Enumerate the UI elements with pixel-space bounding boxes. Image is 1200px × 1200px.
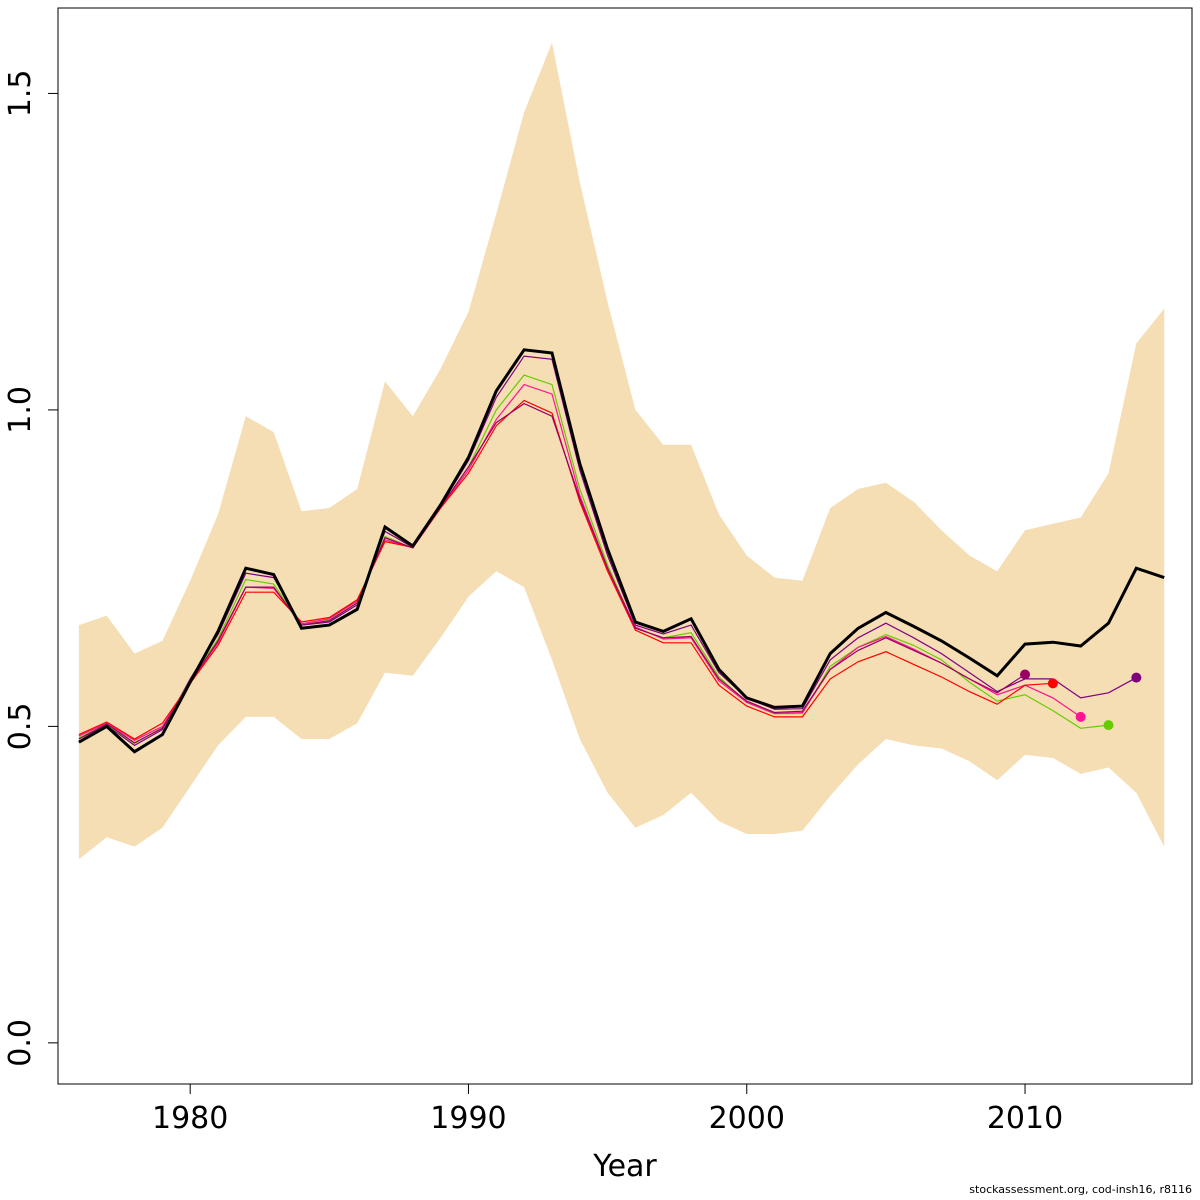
retro-series-endpoint-2 (1103, 720, 1114, 731)
x-tick-label: 2010 (987, 1101, 1063, 1136)
retro-series-line-2 (78, 374, 1109, 745)
y-tick-label: 1.0 (3, 386, 38, 434)
x-tick-label: 2000 (709, 1101, 785, 1136)
y-tick-label: 0.0 (3, 1019, 38, 1067)
retro-series-layer (78, 355, 1137, 747)
y-axis: 0.0 0.5 1.0 1.5 (3, 70, 58, 1067)
footer-credit: stockassessment.org, cod-insh16, r8116 (969, 1183, 1192, 1196)
main-series-layer (78, 348, 1165, 754)
y-tick-label: 0.5 (3, 703, 38, 751)
x-tick-label: 1990 (430, 1101, 506, 1136)
main-series-line (78, 348, 1165, 754)
confidence-band-layer (78, 42, 1165, 860)
x-tick-label: 1980 (152, 1101, 228, 1136)
x-axis-title: Year (592, 1149, 657, 1184)
endpoint-markers-layer (1020, 669, 1142, 731)
retro-series-line-5 (78, 402, 1026, 744)
plot-area (78, 42, 1165, 860)
retro-series-endpoint-1 (1131, 672, 1142, 683)
confidence-band (78, 42, 1165, 860)
plot-frame (57, 7, 1193, 1085)
retro-series-line-1 (78, 355, 1137, 747)
retro-series-endpoint-4 (1047, 678, 1058, 689)
retro-series-endpoint-3 (1075, 711, 1086, 722)
y-tick-label: 1.5 (3, 70, 38, 118)
retro-series-endpoint-5 (1020, 669, 1031, 680)
x-axis: 1980 1990 2000 2010 (152, 1084, 1063, 1136)
